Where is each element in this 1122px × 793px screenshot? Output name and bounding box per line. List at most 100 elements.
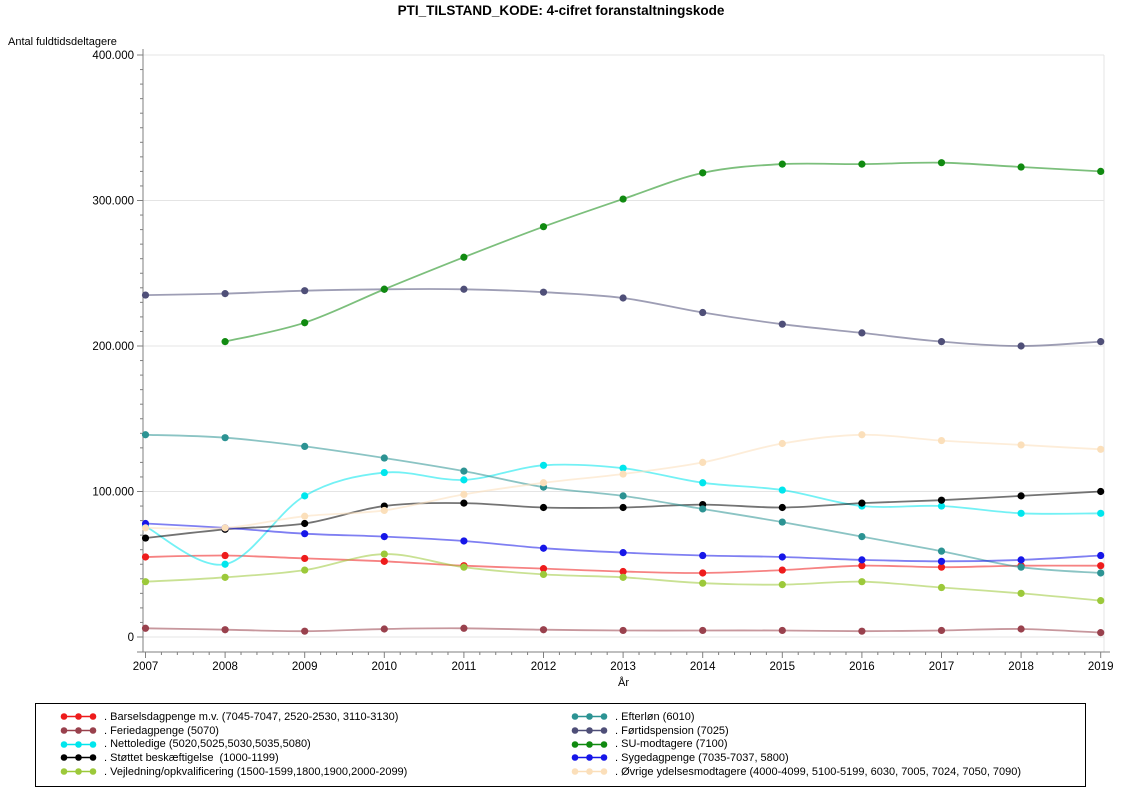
series-marker-barselsdagpenge	[221, 551, 229, 560]
series-marker-foertidspension	[460, 285, 468, 293]
legend-marker-sygedagpenge	[571, 754, 608, 762]
series-marker-foertidspension	[221, 290, 229, 298]
series-marker-sygedagpenge	[778, 553, 786, 561]
x-tick-label: 2008	[212, 661, 238, 673]
legend-item-label: . SU-modtagere (7100)	[615, 738, 728, 751]
series-marker-foertidspension	[778, 320, 786, 328]
series-marker-vejledning-opkvalificering	[539, 570, 548, 579]
series-marker-foertidspension	[539, 288, 548, 296]
series-marker-su-modtagere	[1097, 167, 1105, 175]
legend-item-label: . Førtidspension (7025)	[615, 724, 729, 737]
legend-item-stoettet-beskaeftigelse: . Støttet beskæftigelse (1000-1199)	[60, 751, 407, 765]
legend-marker-dot	[586, 768, 593, 775]
series-marker-feriedagpenge	[221, 626, 229, 634]
series-marker-oevrige-ydelsesmodtagere	[221, 524, 229, 532]
legend-marker-dot	[571, 768, 579, 775]
legend-marker-nettoledige	[60, 740, 97, 748]
series-marker-sygedagpenge	[301, 530, 309, 538]
series-marker-vejledning-opkvalificering	[619, 573, 627, 581]
x-tick-label: 2014	[690, 661, 716, 673]
legend-item-vejledning-opkvalificering: . Vejledning/opkvalificering (1500-1599,…	[60, 765, 407, 779]
series-marker-nettoledige	[619, 464, 627, 472]
series-marker-nettoledige	[380, 468, 388, 477]
series-marker-foertidspension	[141, 291, 150, 299]
legend-marker-dot	[60, 754, 68, 762]
legend-marker-efterloen	[571, 713, 608, 721]
series-marker-nettoledige	[221, 560, 229, 568]
series-marker-barselsdagpenge	[858, 562, 866, 570]
series-marker-sygedagpenge	[937, 557, 946, 565]
series-marker-efterloen	[460, 467, 468, 475]
legend-item-label: . Feriedagpenge (5070)	[104, 724, 219, 737]
legend-marker-stoettet-beskaeftigelse	[60, 754, 97, 762]
legend-item-efterloen: . Efterløn (6010)	[571, 710, 1021, 724]
series-marker-nettoledige	[301, 492, 309, 500]
legend-item-label: . Vejledning/opkvalificering (1500-1599,…	[104, 765, 408, 778]
series-marker-oevrige-ydelsesmodtagere	[1097, 445, 1105, 453]
series-marker-barselsdagpenge	[619, 567, 627, 576]
series-marker-barselsdagpenge	[699, 569, 707, 577]
legend-marker-dot	[600, 768, 608, 775]
series-marker-su-modtagere	[301, 319, 309, 327]
x-axis-title: År	[618, 677, 629, 689]
legend-box: . Barselsdagpenge m.v. (7045-7047, 2520-…	[35, 703, 1086, 787]
x-tick-label: 2009	[292, 661, 318, 673]
legend-item-feriedagpenge: . Feriedagpenge (5070)	[60, 724, 407, 738]
legend-marker-dot	[571, 754, 579, 762]
series-marker-efterloen	[380, 454, 388, 462]
series-marker-nettoledige	[539, 461, 548, 469]
chart-title: PTI_TILSTAND_KODE: 4-cifret foranstaltni…	[397, 3, 725, 18]
legend-item-label: . Øvrige ydelsesmodtagere (4000-4099, 51…	[615, 765, 1022, 778]
series-marker-feriedagpenge	[141, 624, 150, 632]
legend-marker-dot	[75, 727, 82, 734]
series-marker-feriedagpenge	[1017, 625, 1025, 633]
series-marker-feriedagpenge	[460, 624, 468, 632]
series-marker-vejledning-opkvalificering	[937, 583, 946, 592]
series-marker-su-modtagere	[539, 223, 548, 231]
series-marker-stoettet-beskaeftigelse	[539, 503, 548, 512]
series-marker-barselsdagpenge	[380, 557, 388, 565]
series-marker-oevrige-ydelsesmodtagere	[858, 431, 866, 439]
series-marker-efterloen	[1097, 569, 1105, 577]
y-axis-title: Antal fuldtidsdeltagere	[8, 36, 117, 48]
series-marker-feriedagpenge	[380, 625, 388, 633]
series-marker-stoettet-beskaeftigelse	[619, 503, 627, 512]
y-tick-label: 100.000	[92, 487, 134, 499]
legend-marker-dot	[60, 713, 68, 721]
series-marker-feriedagpenge	[937, 626, 946, 635]
series-marker-stoettet-beskaeftigelse	[301, 519, 309, 528]
series-marker-oevrige-ydelsesmodtagere	[699, 458, 707, 466]
legend-item-label: . Barselsdagpenge m.v. (7045-7047, 2520-…	[104, 710, 399, 723]
legend-marker-dot	[89, 740, 97, 748]
series-marker-vejledning-opkvalificering	[858, 578, 866, 586]
x-tick-label: 2013	[610, 661, 636, 673]
series-marker-vejledning-opkvalificering	[460, 563, 468, 571]
series-marker-oevrige-ydelsesmodtagere	[937, 436, 946, 445]
series-marker-efterloen	[141, 431, 150, 439]
series-marker-su-modtagere	[1017, 163, 1025, 171]
series-marker-efterloen	[619, 492, 627, 500]
series-marker-sygedagpenge	[699, 551, 707, 560]
legend-marker-dot	[600, 740, 608, 748]
y-tick-label: 300.000	[92, 196, 134, 208]
series-marker-stoettet-beskaeftigelse	[778, 503, 786, 512]
series-marker-oevrige-ydelsesmodtagere	[141, 524, 150, 532]
series-marker-barselsdagpenge	[778, 566, 786, 574]
series-marker-su-modtagere	[937, 159, 946, 167]
y-tick-label: 400.000	[92, 50, 134, 62]
series-marker-stoettet-beskaeftigelse	[141, 534, 150, 542]
series-marker-oevrige-ydelsesmodtagere	[1017, 441, 1025, 449]
x-tick-label: 2007	[133, 661, 159, 673]
series-marker-sygedagpenge	[1017, 556, 1025, 564]
series-marker-efterloen	[858, 533, 866, 541]
series-marker-nettoledige	[778, 486, 786, 494]
series-marker-efterloen	[1017, 563, 1025, 571]
legend-item-nettoledige: . Nettoledige (5020,5025,5030,5035,5080)	[60, 737, 407, 751]
series-marker-vejledning-opkvalificering	[221, 573, 229, 581]
series-marker-feriedagpenge	[1097, 629, 1105, 637]
legend-marker-dot	[571, 727, 579, 734]
legend-marker-dot	[586, 740, 593, 748]
series-marker-barselsdagpenge	[1097, 562, 1105, 570]
series-marker-nettoledige	[937, 502, 946, 510]
